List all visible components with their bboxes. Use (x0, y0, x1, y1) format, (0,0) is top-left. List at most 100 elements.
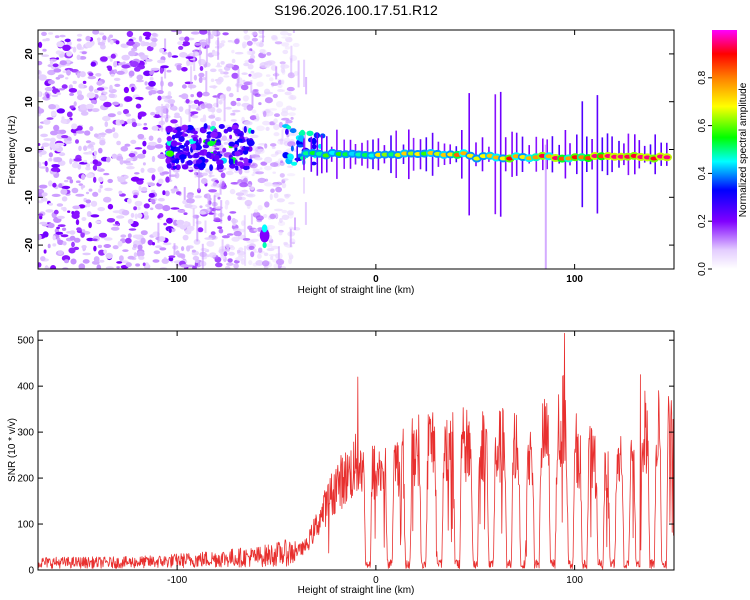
spectrogram-speckle (254, 148, 261, 156)
spectrogram-speckle (109, 58, 113, 62)
spectrogram-speckle (247, 63, 254, 70)
spectrogram-speckle (186, 194, 194, 199)
spectrogram-speckle (75, 139, 79, 144)
spectrogram-speckle (57, 250, 64, 256)
spectrogram-speckle (180, 264, 189, 268)
spectrogram-speckle (150, 207, 154, 211)
spectrogram-speckle (248, 58, 255, 64)
spectrogram-speckle (124, 96, 133, 102)
spectrogram-speckle (136, 153, 146, 159)
spectrogram-speckle (293, 148, 298, 152)
spectrogram-speckle (65, 77, 69, 80)
spectrogram-speckle (253, 209, 259, 213)
spectrogram-speckle (189, 52, 194, 56)
spectrogram-speckle (151, 69, 155, 74)
spectrogram-speckle (84, 130, 91, 136)
spectrogram-speckle (186, 198, 195, 204)
spectrogram-streak (173, 243, 176, 256)
spectrogram-speckle (210, 120, 216, 127)
spectrogram-speckle (126, 30, 134, 38)
spectrogram-cluster-cell (205, 138, 211, 142)
spectrogram-band-whisker (564, 130, 567, 179)
spectrogram-speckle (218, 68, 223, 72)
spectrogram-band-core (650, 156, 658, 161)
spectrogram-speckle (62, 241, 67, 246)
spectrogram-speckle (225, 265, 231, 269)
spectrogram-speckle (151, 200, 156, 205)
spectrogram-speckle (231, 58, 236, 64)
spectrogram-speckle (50, 130, 58, 136)
spectrogram-speckle (282, 49, 289, 55)
spectrogram-speckle (208, 115, 216, 119)
snr-ytick-label: 400 (17, 382, 34, 393)
spectrogram-speckle (228, 245, 234, 248)
spectrogram-speckle (236, 97, 241, 102)
spectrogram-streak (180, 117, 183, 128)
spectrogram-speckle (185, 98, 190, 104)
spectrogram-speckle (135, 96, 144, 100)
spectrogram-speckle (144, 262, 149, 268)
spectrogram-speckle (164, 190, 170, 197)
spectrogram-speckle (258, 102, 262, 106)
spectrogram-speckle (52, 235, 56, 241)
spectrogram-cluster-cell (209, 164, 214, 172)
spectrogram-speckle (152, 259, 160, 263)
spectrogram-speckle (251, 31, 258, 36)
spectrogram-speckle (45, 38, 50, 42)
spectrogram-speckle (205, 103, 213, 109)
snr-panel: -100 0 100 0 100 200 300 400 500 Height of strai… (7, 330, 675, 596)
spectrogram-cluster-cell (172, 165, 177, 170)
spectrogram-blob (261, 224, 268, 233)
spectrogram-speckle (120, 43, 127, 48)
spectrogram-speckle (121, 64, 131, 69)
spectrogram-streak (290, 45, 293, 63)
spectrogram-speckle (86, 92, 96, 99)
spectrogram-speckle (118, 190, 123, 195)
spectrogram-speckle (75, 219, 80, 226)
spectrogram-cluster-cell (215, 142, 222, 146)
spectrogram-speckle (272, 171, 277, 174)
spectrogram-speckle (52, 182, 57, 188)
spectrogram-speckle (125, 237, 132, 244)
spectrogram-speckle (212, 181, 217, 187)
spectrogram-speckle (56, 203, 64, 207)
spectrogram-speckle (184, 203, 193, 209)
spectrogram-speckle (72, 46, 77, 53)
spectrogram-speckle (131, 121, 137, 128)
spectrogram-speckle (254, 157, 263, 161)
spectrogram-speckle (255, 215, 264, 221)
spectrogram-speckle (64, 67, 74, 72)
spectrogram-speckle (112, 210, 122, 214)
spectrogram-speckle (281, 209, 288, 214)
spectrogram-streak (281, 129, 284, 141)
spectrogram-speckle (181, 246, 185, 252)
spectrogram-speckle (225, 170, 234, 176)
spectrogram-speckle (128, 228, 137, 231)
spectrogram-cluster-cell (185, 140, 190, 146)
snr-ticks: -100 0 100 0 100 200 300 400 500 (17, 331, 674, 586)
spectrogram-speckle (209, 34, 214, 40)
spectrogram-streak (183, 187, 186, 200)
spectrogram-speckle (56, 108, 65, 114)
spectrogram-speckle (124, 143, 131, 147)
spectrogram-cluster-cell (218, 124, 225, 129)
spectrogram-speckle (200, 103, 206, 110)
spectrogram-speckle (43, 119, 51, 125)
spectrogram-speckle (69, 92, 75, 96)
spectrogram-speckle (244, 169, 250, 174)
spectrogram-speckle (220, 61, 225, 65)
spectrogram-cluster-cell (173, 133, 181, 139)
spectrogram-speckle (117, 176, 126, 183)
spectrogram-speckle (165, 95, 173, 99)
spectrogram-speckle (171, 55, 179, 58)
spectrogram-speckle (142, 140, 147, 147)
spectrogram-speckle (48, 104, 56, 110)
spectrogram-speckle (239, 190, 249, 193)
spectrogram-transition-cell (298, 135, 305, 142)
spectrogram-speckle (258, 247, 263, 253)
snr-xtick-label: 100 (566, 575, 583, 586)
spectrogram-speckle (230, 112, 235, 116)
spectrogram-speckle (265, 126, 270, 131)
spectrogram-streak (275, 66, 278, 80)
spectrogram-speckle (92, 191, 99, 197)
